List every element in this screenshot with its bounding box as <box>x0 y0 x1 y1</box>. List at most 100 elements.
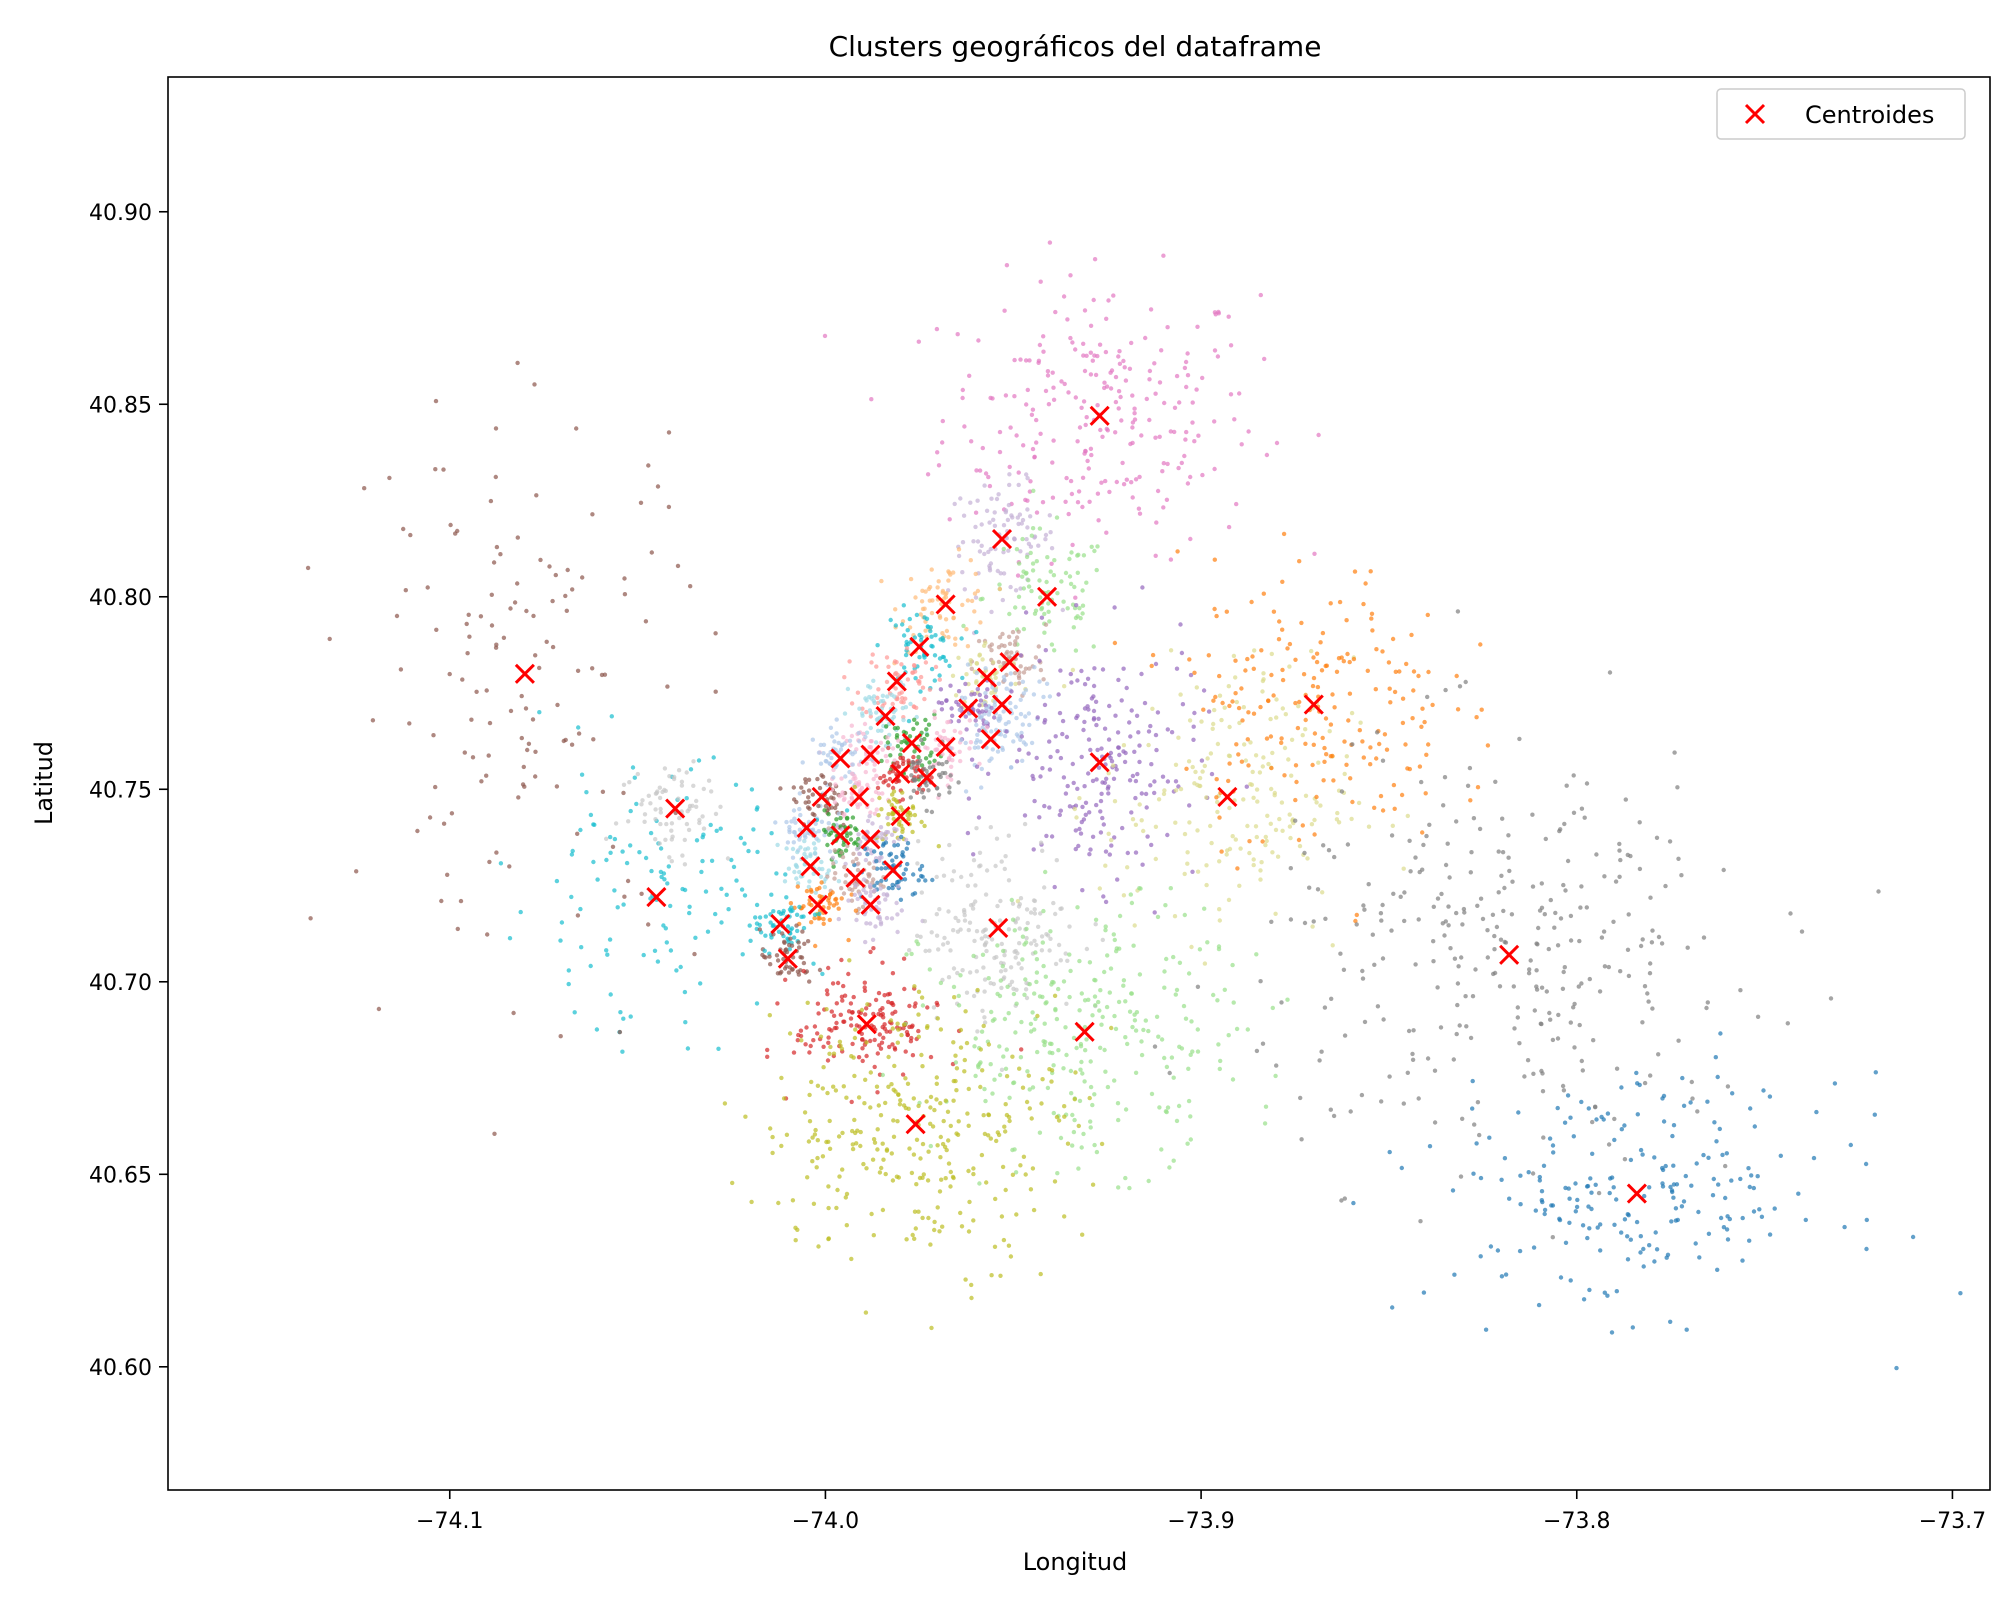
data-point <box>692 951 697 957</box>
data-point <box>933 747 938 752</box>
data-point <box>1713 1055 1719 1060</box>
data-point <box>1099 791 1104 796</box>
data-point <box>878 740 884 745</box>
data-point <box>856 861 861 866</box>
data-point <box>1589 1190 1594 1195</box>
data-point <box>1227 753 1233 759</box>
data-point <box>305 565 311 571</box>
data-point <box>932 678 937 683</box>
data-point <box>1077 826 1082 832</box>
data-point <box>1201 707 1206 712</box>
data-point <box>951 869 957 874</box>
data-point <box>1040 500 1046 505</box>
data-point <box>860 711 865 716</box>
data-point <box>996 718 1002 723</box>
data-point <box>956 689 962 694</box>
data-point <box>1626 912 1631 917</box>
centroid-marker <box>988 917 1009 938</box>
data-point <box>398 667 404 672</box>
data-point <box>1227 724 1232 730</box>
data-point <box>901 633 907 638</box>
data-point <box>849 1054 854 1059</box>
data-point <box>1589 1206 1594 1212</box>
data-point <box>1162 788 1167 793</box>
data-point <box>635 771 640 777</box>
data-point <box>494 544 500 550</box>
data-point <box>1243 668 1248 673</box>
data-point <box>1164 497 1170 502</box>
data-point <box>1056 986 1061 992</box>
data-point <box>464 621 469 627</box>
centroid-stroke <box>882 860 904 881</box>
data-point <box>1528 958 1533 963</box>
data-point <box>1565 1093 1571 1098</box>
data-point <box>553 572 558 578</box>
data-point <box>1176 735 1181 740</box>
data-point <box>1154 520 1159 525</box>
data-point <box>1012 642 1018 647</box>
data-point <box>883 866 888 871</box>
data-point <box>771 923 776 928</box>
data-point <box>1143 791 1149 797</box>
centroid-stroke <box>777 948 798 969</box>
data-point <box>1078 1044 1084 1049</box>
data-point <box>929 666 935 672</box>
data-point <box>829 1009 834 1014</box>
data-point <box>934 1097 939 1102</box>
data-point <box>1393 669 1399 674</box>
data-point <box>1081 399 1087 404</box>
data-point <box>982 989 987 994</box>
data-point <box>892 1063 897 1069</box>
data-point <box>807 1119 813 1124</box>
data-point <box>1280 627 1285 632</box>
data-point <box>1446 904 1451 909</box>
data-point <box>1588 1176 1593 1181</box>
data-point <box>748 938 753 943</box>
data-point <box>1619 1230 1624 1235</box>
data-point <box>1288 835 1293 841</box>
centroid-marker <box>1089 405 1110 426</box>
data-point <box>1006 1011 1011 1016</box>
data-point <box>992 1077 997 1082</box>
data-point <box>664 940 669 945</box>
data-point <box>1097 342 1103 347</box>
data-point <box>989 1009 994 1015</box>
data-point <box>538 557 543 563</box>
data-point <box>896 1092 901 1098</box>
data-point <box>680 886 685 892</box>
data-point <box>1317 1058 1322 1063</box>
data-point <box>1347 659 1352 665</box>
data-point <box>1626 973 1632 979</box>
data-point <box>685 1046 691 1051</box>
data-point <box>1106 737 1112 742</box>
data-point <box>1012 670 1018 676</box>
data-point <box>1054 858 1060 863</box>
data-point <box>843 774 848 779</box>
data-point <box>1190 764 1195 770</box>
data-point <box>646 922 651 927</box>
data-point <box>948 948 953 953</box>
data-point <box>878 1113 884 1118</box>
data-point <box>1077 425 1083 430</box>
data-point <box>1011 739 1016 744</box>
data-point <box>854 1141 859 1146</box>
data-point <box>877 1032 882 1037</box>
data-point <box>1005 517 1011 523</box>
data-point <box>767 954 772 959</box>
data-point <box>991 660 996 665</box>
data-point <box>1226 524 1232 530</box>
data-point <box>812 912 818 917</box>
data-point <box>794 912 800 917</box>
data-point <box>1346 718 1351 723</box>
data-point <box>1339 1198 1344 1203</box>
data-point <box>1008 1254 1014 1259</box>
data-point <box>1113 374 1119 380</box>
data-point <box>1259 648 1264 653</box>
data-point <box>855 867 861 873</box>
data-point <box>626 819 631 824</box>
data-point <box>1113 430 1118 435</box>
data-point <box>1184 384 1189 390</box>
data-point <box>1550 1203 1556 1208</box>
data-point <box>980 952 986 957</box>
data-point <box>448 522 453 528</box>
